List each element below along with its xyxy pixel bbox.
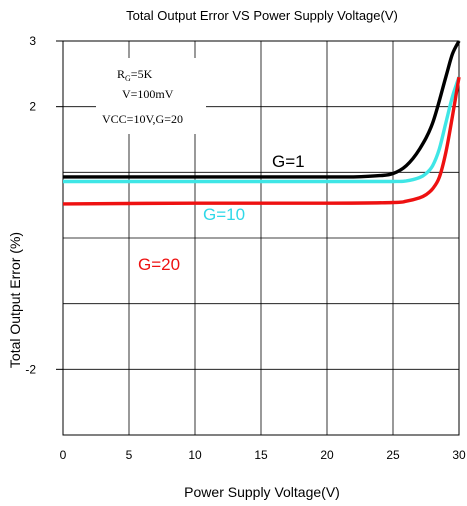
x-tick-label: 0 bbox=[60, 448, 67, 462]
annotation-box: RG=5K V=100mV VCC=10V,G=20 bbox=[96, 58, 206, 134]
y-tick-label: 2 bbox=[29, 100, 36, 114]
annotation-rg-sub: G bbox=[125, 74, 131, 83]
annotation-rg-main: R bbox=[117, 67, 125, 81]
series-line-g-1 bbox=[62, 40, 461, 179]
chart-title: Total Output Error VS Power Supply Volta… bbox=[126, 8, 398, 23]
x-tick-label: 20 bbox=[320, 448, 334, 462]
annotation-rg-value: =5K bbox=[131, 67, 153, 81]
x-tick-label: 25 bbox=[386, 448, 400, 462]
y-tick-label: 3 bbox=[29, 34, 36, 48]
x-tick-label: 10 bbox=[188, 448, 202, 462]
series-label-g1: G=1 bbox=[272, 152, 305, 171]
annotation-rg: RG=5K bbox=[117, 67, 153, 83]
x-tick-label: 15 bbox=[254, 448, 268, 462]
series-label-g20: G=20 bbox=[138, 255, 180, 274]
series-line-g-10 bbox=[62, 76, 461, 184]
x-tick-label: 30 bbox=[452, 448, 466, 462]
y-axis-label: Total Output Error (%) bbox=[7, 232, 23, 368]
annotation-background bbox=[96, 58, 206, 134]
y-tick-label: -2 bbox=[25, 362, 36, 376]
annotation-v: V=100mV bbox=[122, 87, 174, 101]
plot-frame bbox=[62, 40, 460, 436]
y-axis-ticks: 3 2 -2 bbox=[25, 34, 63, 376]
x-axis-ticks: 0 5 10 15 20 25 30 bbox=[60, 448, 466, 462]
series-lines bbox=[62, 40, 461, 206]
x-tick-label: 5 bbox=[126, 448, 133, 462]
annotation-conditions: VCC=10V,G=20 bbox=[102, 112, 183, 126]
series-line-g-20 bbox=[62, 76, 461, 206]
x-axis-label: Power Supply Voltage(V) bbox=[184, 484, 340, 500]
series-label-g10: G=10 bbox=[203, 205, 245, 224]
